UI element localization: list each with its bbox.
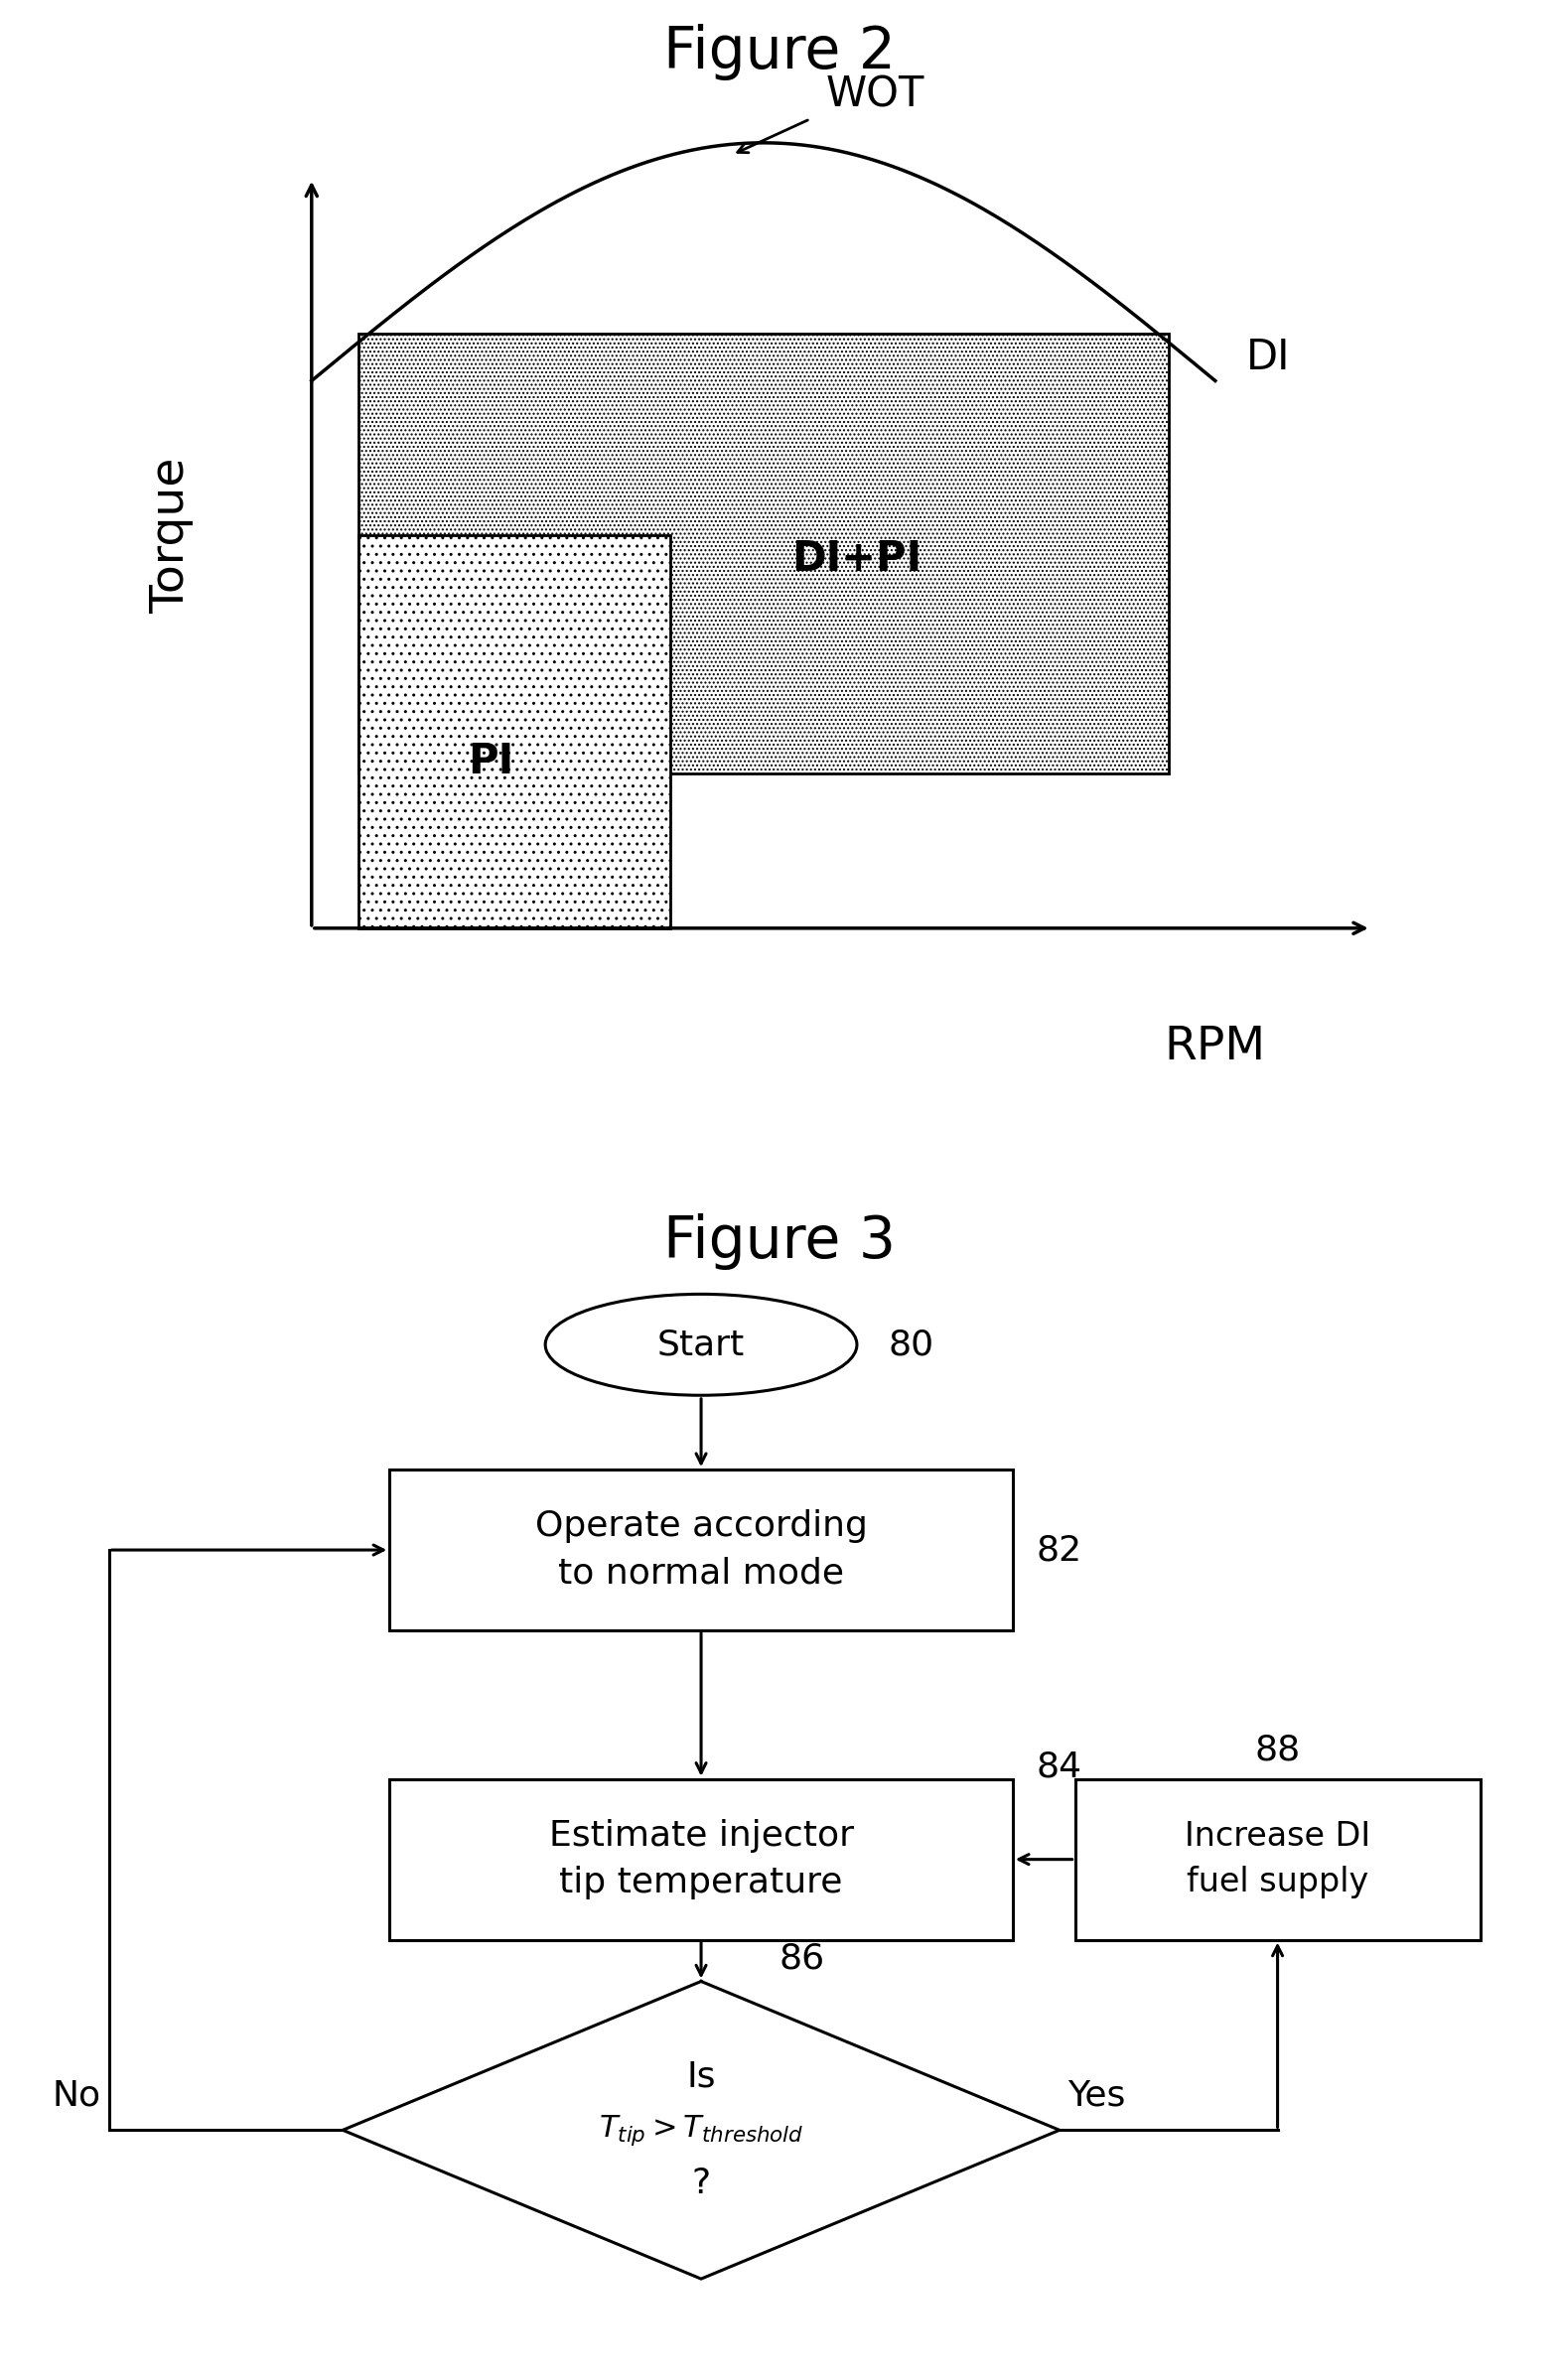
Text: 82: 82	[1036, 1533, 1081, 1566]
Text: Operate according
to normal mode: Operate according to normal mode	[534, 1509, 868, 1590]
FancyBboxPatch shape	[390, 1468, 1013, 1630]
Ellipse shape	[545, 1295, 857, 1395]
Text: Yes: Yes	[1067, 2078, 1125, 2113]
FancyBboxPatch shape	[390, 1778, 1013, 1940]
Text: 84: 84	[1036, 1749, 1081, 1785]
FancyBboxPatch shape	[1075, 1778, 1480, 1940]
Text: 80: 80	[888, 1328, 933, 1361]
Text: WOT: WOT	[826, 74, 924, 117]
Text: Increase DI
fuel supply: Increase DI fuel supply	[1184, 1821, 1371, 1899]
Text: Is: Is	[687, 2059, 715, 2094]
Polygon shape	[343, 1980, 1059, 2280]
Text: Estimate injector
tip temperature: Estimate injector tip temperature	[548, 1818, 854, 1899]
Text: PI: PI	[467, 740, 514, 783]
Text: 88: 88	[1254, 1733, 1301, 1766]
Text: $T_{tip}>T_{threshold}$: $T_{tip}>T_{threshold}$	[598, 2113, 804, 2147]
Text: DI+PI: DI+PI	[791, 538, 922, 581]
Text: DI: DI	[1246, 336, 1290, 378]
Bar	[358, 333, 1168, 774]
Text: No: No	[53, 2078, 101, 2113]
Text: Figure 2: Figure 2	[662, 24, 896, 81]
Text: ?: ?	[692, 2166, 710, 2202]
Text: Torque: Torque	[150, 457, 193, 614]
Text: Start: Start	[657, 1328, 745, 1361]
Text: 86: 86	[779, 1942, 824, 1975]
Bar	[358, 536, 670, 928]
Text: RPM: RPM	[1164, 1026, 1267, 1069]
Text: Figure 3: Figure 3	[662, 1214, 896, 1271]
